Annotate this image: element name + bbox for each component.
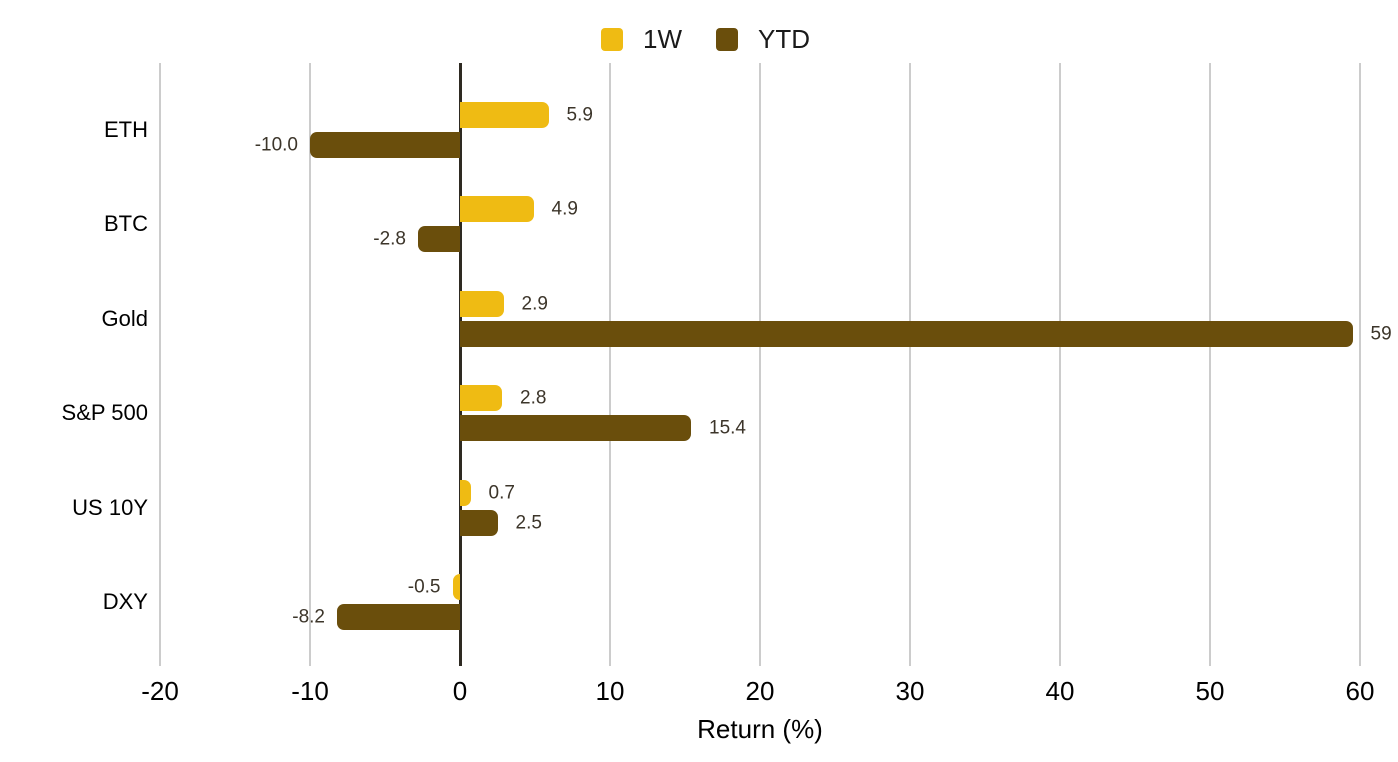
bar-1w-gold[interactable]	[460, 290, 504, 317]
x-tick-label-40: 40	[1045, 676, 1075, 706]
gridline-60	[1359, 63, 1361, 666]
legend-label-1w: 1W	[643, 24, 682, 54]
data-label-ytd-gold: 59	[1370, 323, 1392, 345]
gridline--20	[159, 63, 161, 666]
x-tick-label-50: 50	[1195, 676, 1225, 706]
category-label-gold: Gold	[101, 305, 148, 331]
gridline--10	[309, 63, 311, 666]
x-tick-label-20: 20	[745, 676, 775, 706]
x-tick-label--20: -20	[141, 676, 179, 706]
bar-1w-s-p-500[interactable]	[460, 385, 502, 412]
category-label-eth: ETH	[104, 117, 148, 142]
gridline-20	[759, 63, 761, 666]
bar-ytd-eth[interactable]	[310, 132, 460, 158]
bar-ytd-us-10y[interactable]	[460, 509, 498, 536]
bar-ytd-dxy[interactable]	[337, 604, 460, 630]
legend-swatch-ytd-icon	[716, 27, 738, 51]
legend-item-1w[interactable]: 1W	[601, 26, 682, 52]
x-tick-label-10: 10	[595, 676, 625, 706]
data-label-ytd-us-10y: 2.5	[515, 512, 542, 534]
data-label-ytd-btc: -2.8	[373, 228, 406, 250]
data-label-ytd-dxy: -8.2	[292, 606, 325, 628]
x-axis-title: Return (%)	[697, 714, 823, 744]
bar-ytd-btc[interactable]	[418, 226, 460, 253]
bar-1w-eth[interactable]	[460, 102, 549, 128]
x-tick-label--10: -10	[291, 676, 329, 706]
bar-1w-btc[interactable]	[460, 196, 534, 223]
gridline-50	[1209, 63, 1211, 666]
legend-item-ytd[interactable]: YTD	[716, 26, 810, 52]
category-label-s-p-500: S&P 500	[61, 400, 148, 426]
data-label-1w-btc: 4.9	[551, 198, 578, 220]
gridline-10	[609, 63, 611, 666]
data-label-ytd-s-p-500: 15.4	[709, 417, 746, 439]
bar-1w-dxy[interactable]	[452, 574, 460, 600]
category-label-dxy: DXY	[102, 589, 148, 614]
zero-axis-line	[458, 63, 462, 666]
data-label-ytd-eth: -10.0	[254, 134, 298, 156]
data-label-1w-s-p-500: 2.8	[520, 387, 547, 409]
bar-ytd-gold[interactable]	[460, 320, 1353, 347]
bar-1w-us-10y[interactable]	[460, 479, 471, 506]
data-label-1w-us-10y: 0.7	[488, 482, 515, 504]
x-tick-label-30: 30	[895, 676, 925, 706]
gridline-40	[1059, 63, 1061, 666]
category-label-btc: BTC	[104, 211, 148, 237]
bar-ytd-s-p-500[interactable]	[460, 415, 691, 442]
legend: 1W YTD	[601, 26, 810, 52]
data-label-1w-dxy: -0.5	[407, 576, 441, 598]
legend-label-ytd: YTD	[758, 24, 810, 54]
x-tick-label-0: 0	[452, 676, 468, 706]
legend-swatch-1w-icon	[601, 27, 623, 51]
data-label-1w-gold: 2.9	[521, 293, 548, 315]
category-label-us-10y: US 10Y	[72, 494, 148, 520]
data-label-1w-eth: 5.9	[566, 104, 593, 126]
x-tick-label-60: 60	[1345, 676, 1375, 706]
gridline-30	[909, 63, 911, 666]
